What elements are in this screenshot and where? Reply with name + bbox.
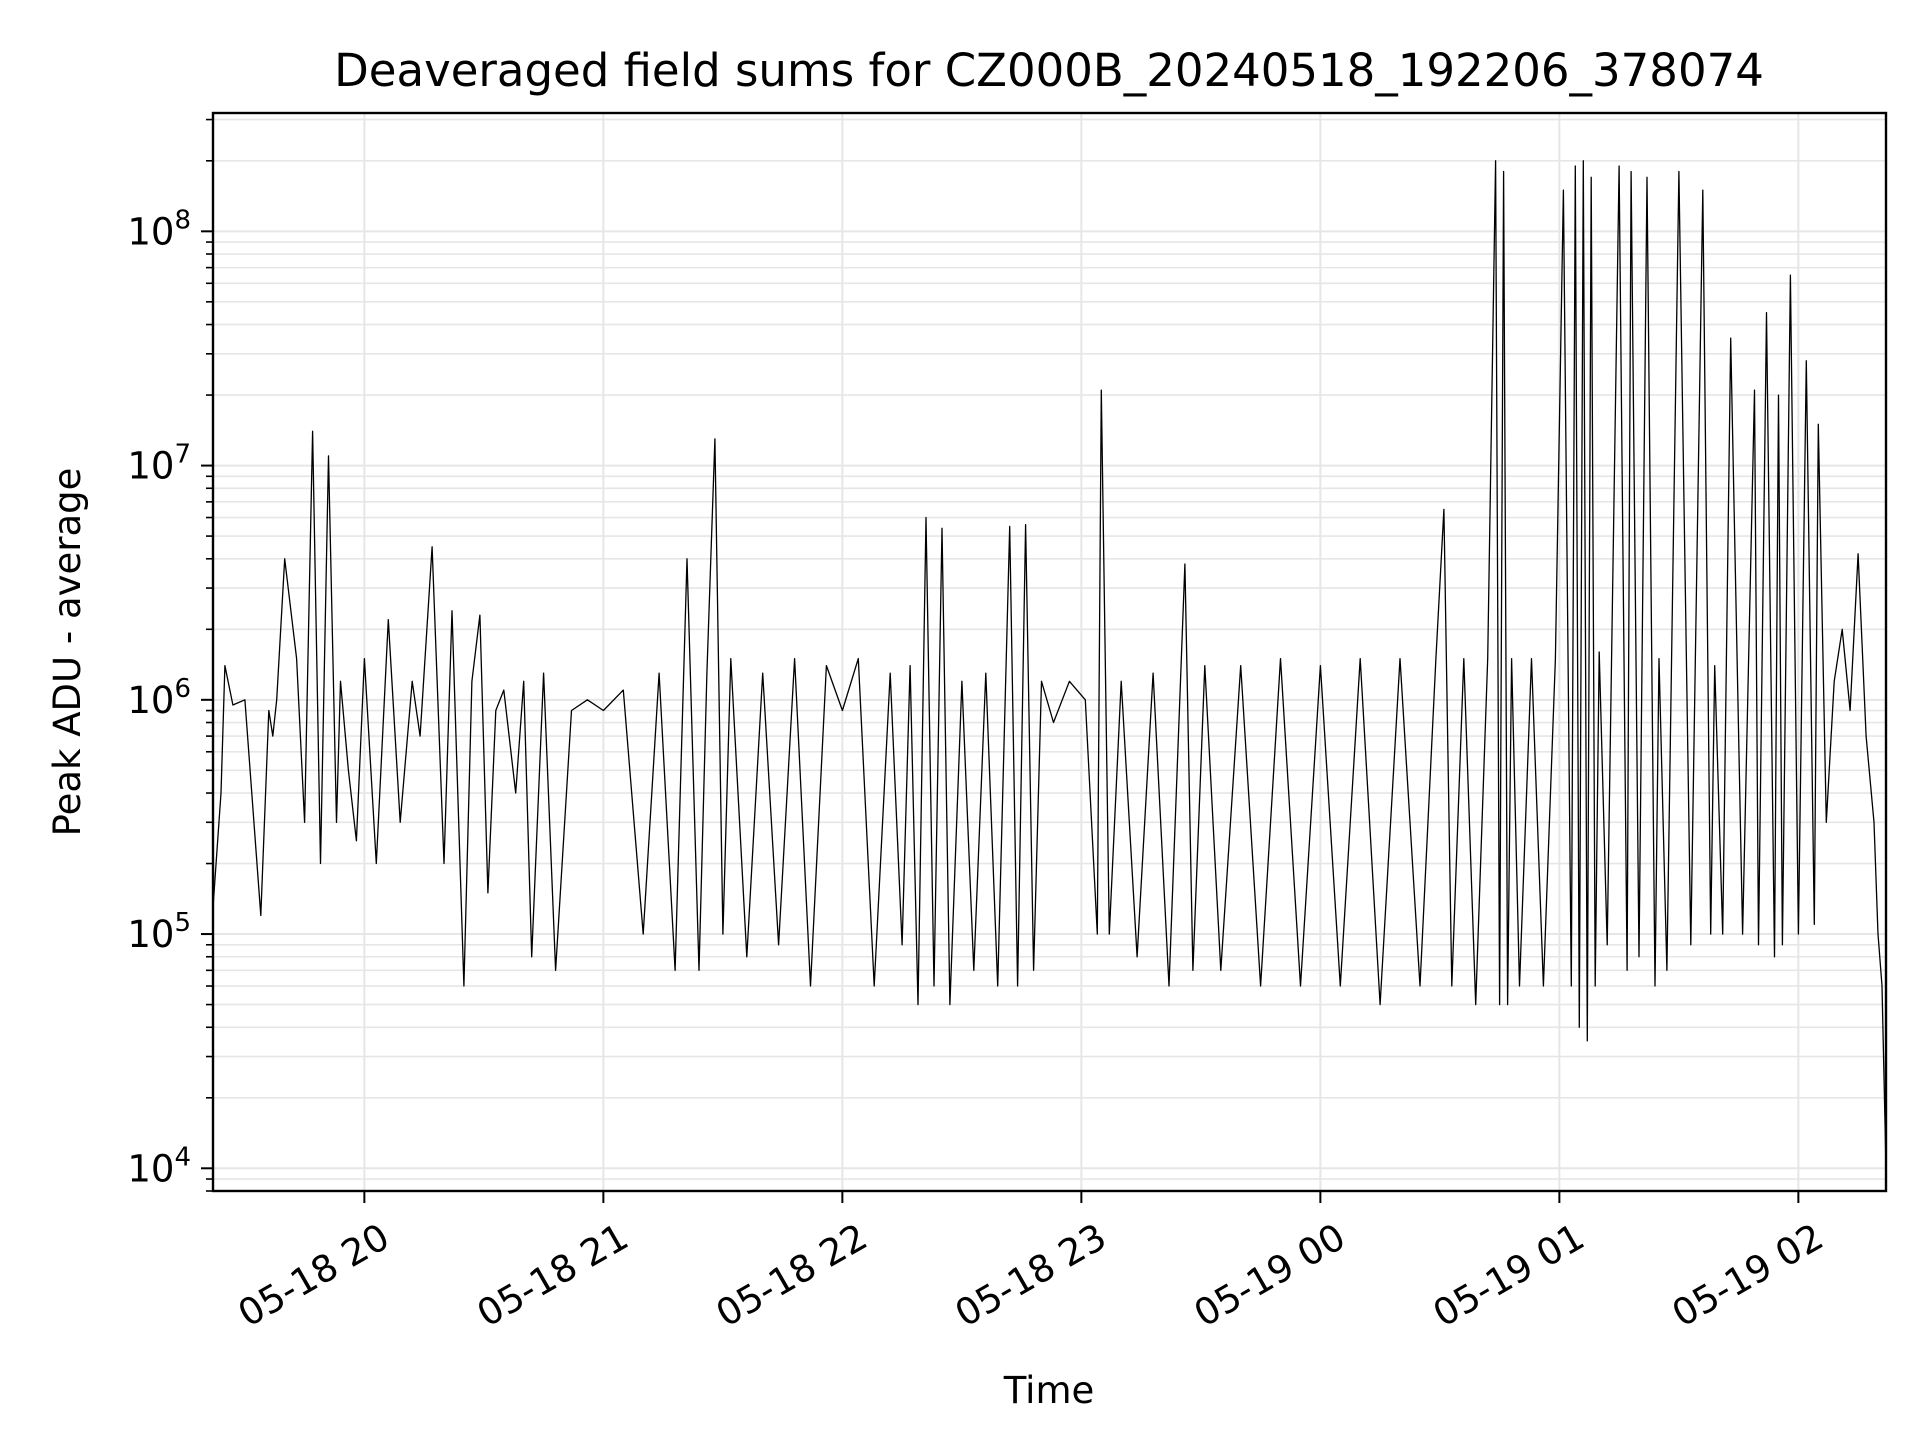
series-group — [212, 160, 1887, 1169]
y-tick-label-1: 105 — [127, 908, 191, 956]
y-tick-label-4: 108 — [127, 205, 191, 253]
x-axis-label: Time — [1003, 1369, 1095, 1412]
series-line-0 — [212, 160, 1887, 1169]
plot-frame — [211, 111, 1888, 1193]
y-tick-label-2: 106 — [127, 674, 191, 722]
y-axis: 104 105 106 107 108 — [127, 118, 213, 1192]
chart-title: Deaveraged field sums for CZ000B_2024051… — [334, 44, 1764, 97]
y-tick-label-3: 107 — [127, 440, 191, 488]
grid-lines — [213, 113, 1886, 1192]
y-axis-label: Peak ADU - average — [46, 468, 89, 837]
y-tick-label-0: 104 — [127, 1142, 191, 1190]
